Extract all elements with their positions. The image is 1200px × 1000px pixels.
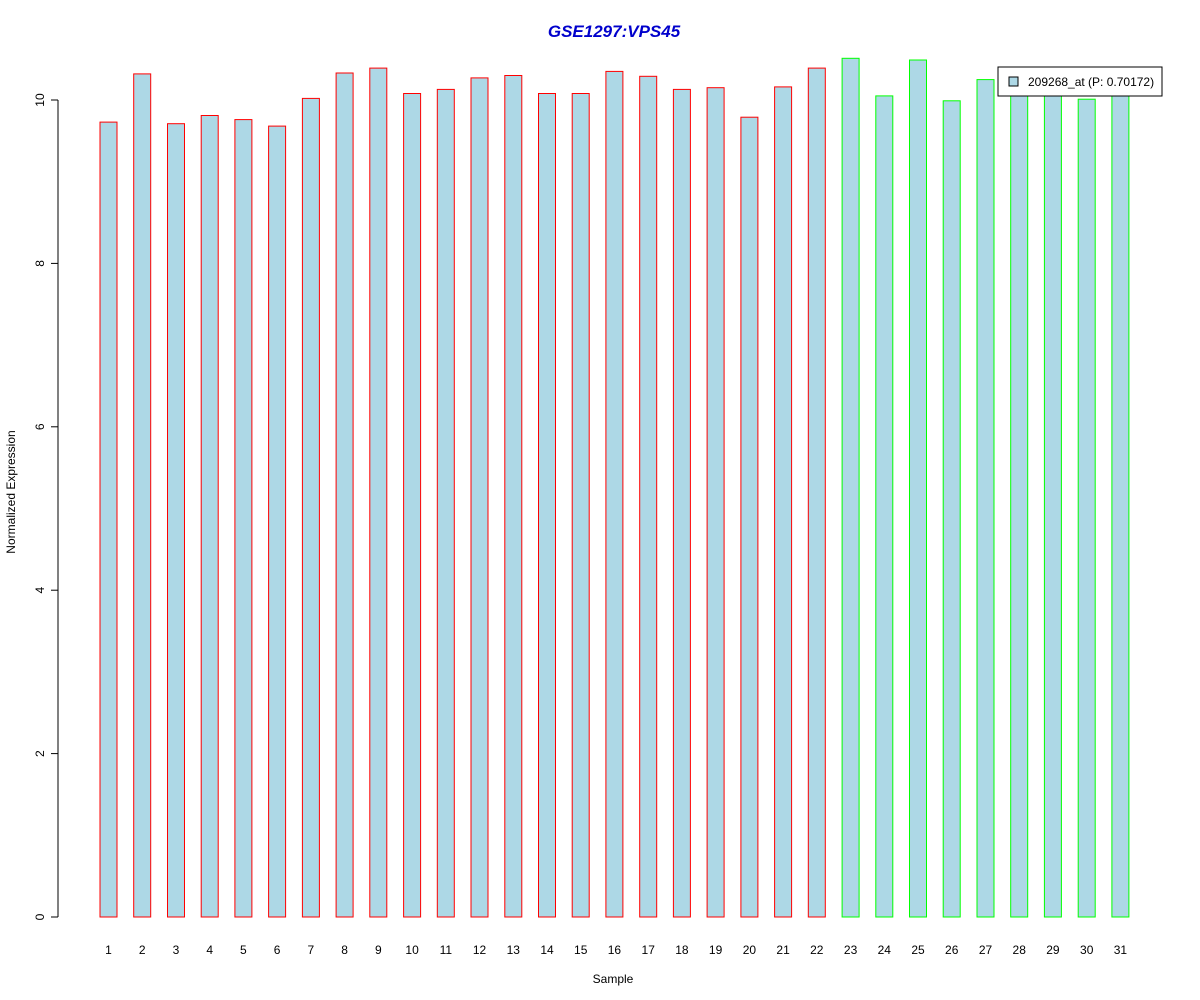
bar-sample-10 <box>403 93 422 918</box>
legend-label: 209268_at (P: 0.70172) <box>1028 75 1154 89</box>
bar-sample-18 <box>672 88 691 918</box>
y-tick-label: 0 <box>33 913 47 920</box>
bar-sample-21 <box>774 86 793 918</box>
y-axis-title: Normalized Expression <box>4 430 18 553</box>
bar-sample-12 <box>470 77 489 918</box>
x-tick-label: 28 <box>1013 943 1027 957</box>
x-tick-label: 2 <box>139 943 146 957</box>
x-tick-label: 9 <box>375 943 382 957</box>
bar-sample-4 <box>200 115 219 918</box>
legend: 209268_at (P: 0.70172) <box>997 66 1163 97</box>
x-tick-label: 22 <box>810 943 824 957</box>
y-axis: 0 2 4 6 8 10 <box>33 93 59 920</box>
bar-sample-6 <box>268 125 287 918</box>
bar-sample-27 <box>976 79 995 918</box>
y-tick-label: 10 <box>33 93 47 107</box>
bar-sample-20 <box>740 116 759 918</box>
bar-sample-11 <box>436 88 455 918</box>
bar-sample-1 <box>99 121 118 918</box>
bar-sample-13 <box>504 75 523 918</box>
bar-sample-14 <box>538 93 556 918</box>
x-tick-label: 6 <box>274 943 281 957</box>
x-tick-label: 8 <box>341 943 348 957</box>
bar-sample-9 <box>369 67 388 918</box>
x-tick-label: 27 <box>979 943 993 957</box>
bar-sample-29 <box>1043 87 1062 918</box>
legend-swatch <box>1008 76 1019 87</box>
x-tick-label: 26 <box>945 943 959 957</box>
bar-sample-24 <box>875 95 894 918</box>
x-tick-label: 19 <box>709 943 723 957</box>
bar-sample-25 <box>909 59 927 918</box>
x-tick-label: 23 <box>844 943 858 957</box>
y-tick-label: 6 <box>33 423 47 430</box>
bar-sample-31 <box>1111 83 1130 918</box>
x-tick-label: 20 <box>743 943 757 957</box>
x-tick-label: 31 <box>1114 943 1128 957</box>
bars <box>99 57 1130 918</box>
x-tick-label: 30 <box>1080 943 1094 957</box>
x-tick-label: 5 <box>240 943 247 957</box>
bar-sample-15 <box>571 93 590 918</box>
bar-sample-2 <box>133 73 152 918</box>
x-tick-label: 16 <box>608 943 622 957</box>
y-tick-label: 2 <box>33 750 47 757</box>
x-axis-title: Sample <box>593 972 634 986</box>
x-tick-label: 21 <box>776 943 790 957</box>
bar-sample-19 <box>706 87 725 918</box>
y-tick-label: 8 <box>33 260 47 267</box>
x-tick-labels: 1 2 3 4 5 6 7 8 9 10 11 12 13 14 15 16 17 18 19 20 21 22 23 24 2… <box>105 943 1127 957</box>
bar-sample-3 <box>167 123 185 918</box>
y-tick-label: 4 <box>33 587 47 594</box>
legend-frame <box>997 66 1163 97</box>
bar-sample-16 <box>605 70 624 918</box>
x-tick-label: 12 <box>473 943 487 957</box>
bar-sample-23 <box>841 57 860 918</box>
x-tick-label: 25 <box>911 943 925 957</box>
x-tick-label: 24 <box>878 943 892 957</box>
bar-sample-8 <box>335 72 354 918</box>
x-tick-label: 13 <box>507 943 521 957</box>
bar-sample-7 <box>301 97 320 918</box>
bar-sample-5 <box>234 119 253 918</box>
x-tick-label: 17 <box>642 943 656 957</box>
x-tick-label: 4 <box>206 943 213 957</box>
chart-title: GSE1297:VPS45 <box>548 22 681 41</box>
x-tick-label: 11 <box>440 943 453 957</box>
x-tick-label: 10 <box>405 943 419 957</box>
x-tick-label: 7 <box>308 943 315 957</box>
x-tick-label: 1 <box>105 943 112 957</box>
bar-sample-30 <box>1077 98 1096 918</box>
bar-sample-17 <box>639 75 658 918</box>
x-tick-label: 3 <box>173 943 180 957</box>
bar-sample-22 <box>807 67 826 918</box>
x-tick-label: 18 <box>675 943 689 957</box>
bar-sample-26 <box>942 100 961 918</box>
x-tick-label: 29 <box>1046 943 1060 957</box>
bar-sample-28 <box>1010 83 1029 918</box>
x-tick-label: 15 <box>574 943 588 957</box>
x-tick-label: 14 <box>540 943 554 957</box>
